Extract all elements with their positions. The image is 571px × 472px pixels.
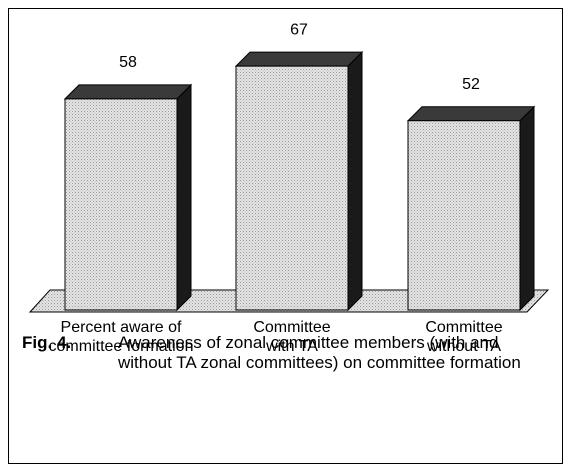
x-tick-label: Committee with TA bbox=[253, 319, 331, 355]
bar bbox=[235, 65, 349, 311]
x-tick-label: Percent aware of committee formation bbox=[48, 319, 194, 355]
bar-side bbox=[176, 83, 192, 312]
x-tick-label: Committee without TA bbox=[425, 319, 503, 355]
caption-text: Awareness of zonal committee members (wi… bbox=[118, 333, 521, 372]
caption: Fig. 4. Awareness of zonal committee mem… bbox=[22, 333, 542, 373]
bar-top bbox=[234, 51, 364, 67]
data-label: 67 bbox=[290, 21, 308, 38]
data-label: 58 bbox=[119, 54, 137, 71]
data-label: 52 bbox=[462, 76, 480, 93]
bar bbox=[407, 120, 521, 311]
bar-top bbox=[63, 84, 193, 100]
bar-side bbox=[519, 105, 535, 312]
frame bbox=[8, 8, 563, 464]
bar-side bbox=[347, 50, 363, 312]
caption-label: Fig. 4. bbox=[22, 333, 72, 352]
bar-top bbox=[406, 106, 536, 122]
bar bbox=[64, 98, 178, 311]
